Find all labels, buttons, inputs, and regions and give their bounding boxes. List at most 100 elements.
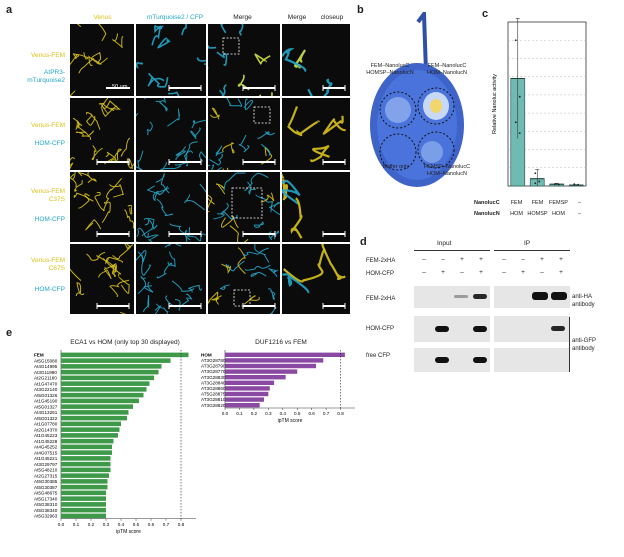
x-tick-label: 0.7 <box>163 522 170 527</box>
cell-wall-signal <box>109 184 124 198</box>
cell-wall-signal <box>188 285 202 293</box>
cell-wall-signal <box>152 187 170 202</box>
row2-yellow-label: Venus-FEM <box>31 122 65 129</box>
bar-At1G07780 <box>61 421 121 427</box>
data-point <box>518 132 521 135</box>
x-axis-label: ipTM score <box>278 418 303 424</box>
cell-wall-signal <box>244 172 269 192</box>
row3-cyan-label: HOM-CFP <box>34 216 65 223</box>
category-label: AT3G28790 <box>201 364 226 369</box>
bar-AT3G28820 <box>225 403 260 408</box>
bar-At4G07515 <box>61 450 112 455</box>
cond-label-hom: HOM-CFP <box>366 271 394 277</box>
panel-e-letter: e <box>6 327 13 339</box>
data-point <box>534 182 537 185</box>
category-label: At5G01322 <box>34 416 58 421</box>
cell-wall-signal <box>254 244 270 263</box>
cell-wall-signal <box>70 157 76 169</box>
category-label: At4G13261 <box>34 410 58 415</box>
x-tick-label: 0.1 <box>73 522 80 527</box>
cell-wall-signal <box>109 279 130 297</box>
cell-wall-signal <box>70 52 89 66</box>
cell-wall-signal <box>168 91 180 96</box>
x-tick-label: 0.6 <box>308 411 315 416</box>
cell-wall-signal <box>199 151 206 162</box>
blot-label-hom: HOM-CFP <box>366 326 394 332</box>
x-tick-label: 0.8 <box>178 522 185 527</box>
cell-wall-signal <box>307 78 333 96</box>
e-right-title: DUF1216 vs FEM <box>255 339 307 346</box>
category-label: At2G14370 <box>34 427 58 432</box>
blot-label-fem: FEM-2xHA <box>366 296 396 302</box>
chart-frame <box>507 21 587 187</box>
bar-AT3G28840 <box>225 380 275 385</box>
band-freecfp-lane2 <box>435 357 449 363</box>
cell-wall-signal <box>147 234 160 242</box>
cell-wall-signal <box>102 100 121 110</box>
cell-wall-signal <box>136 250 147 263</box>
bar-At1G45228 <box>61 438 114 444</box>
cell-wall-signal <box>183 141 198 167</box>
cell-wall-signal <box>167 108 181 127</box>
cell-wall-signal <box>70 268 82 281</box>
cell-wall-signal <box>175 146 187 161</box>
cell-wall-signal <box>267 288 276 300</box>
closeup-region-box <box>231 187 263 219</box>
cell-wall-signal <box>238 134 250 153</box>
cell-wall-signal <box>75 282 85 297</box>
category-label: AT3G28840 <box>201 380 226 385</box>
cell-wall-signal <box>211 164 222 170</box>
category-label: At5G17340 <box>34 496 58 501</box>
nanolucN-cell-0: HOM <box>510 211 523 217</box>
scale-bar-label: 50 µm <box>112 84 128 90</box>
cell-wall-signal <box>237 74 250 91</box>
blot-input-strip-0 <box>414 286 490 308</box>
cell-wall-signal <box>72 53 80 60</box>
cell-wall-signal <box>146 121 153 136</box>
bar-FEM <box>61 352 189 358</box>
data-point <box>518 95 521 98</box>
cell-wall-signal <box>124 244 134 250</box>
hom-sign-5: + <box>521 269 525 276</box>
fem-sign-0: – <box>422 256 426 263</box>
fem-sign-2: + <box>460 256 464 263</box>
data-point <box>538 180 541 183</box>
cell-wall-signal <box>196 57 206 65</box>
micro-tile-r4-c3 <box>208 244 280 314</box>
cond-label-fem: FEM-2xHA <box>366 258 396 264</box>
category-label: At1G45190 <box>34 399 58 404</box>
micro-tile-r3-c4 <box>282 172 350 242</box>
data-point <box>573 183 576 186</box>
cell-wall-signal <box>94 191 105 211</box>
cell-wall-signal <box>147 76 165 87</box>
micro-tile-r3-c1 <box>70 172 134 242</box>
cell-wall-signal <box>178 293 193 311</box>
category-label: At4G45252 <box>34 445 58 450</box>
bar-At5G01327 <box>61 404 133 409</box>
category-label: FEM <box>34 353 44 358</box>
duf1216-vs-fem-chart: HOMAT3G28780AT3G28790AT3G28770AT3G28830A… <box>201 350 355 424</box>
cell-wall-signal <box>208 164 211 167</box>
category-label: AT3G28820 <box>201 403 226 408</box>
cell-wall-signal <box>154 305 162 314</box>
cell-wall-signal <box>98 102 115 114</box>
cell-wall-signal <box>142 295 150 313</box>
cell-wall-signal <box>87 172 97 184</box>
x-tick-label: 0.0 <box>222 411 229 416</box>
cell-wall-signal <box>268 202 280 216</box>
fem-sign-1: – <box>441 256 445 263</box>
cell-wall-signal <box>148 73 169 88</box>
cell-wall-signal <box>259 92 273 96</box>
antibody-gfp-label: anti-GFP antibody <box>572 338 597 352</box>
nanolucC-cell-0: FEM <box>510 200 523 206</box>
col-header-merge-2: Merge <box>287 14 307 21</box>
cell-wall-signal <box>208 194 215 213</box>
cell-wall-signal <box>260 146 273 165</box>
hom-sign-1: + <box>441 269 445 276</box>
cell-wall-signal <box>220 24 227 34</box>
bar-At4G45252 <box>61 444 112 450</box>
cell-wall-signal <box>136 150 144 170</box>
cell-wall-signal <box>244 264 271 271</box>
hom-sign-7: + <box>559 269 563 276</box>
cell-wall-signal <box>147 185 169 196</box>
